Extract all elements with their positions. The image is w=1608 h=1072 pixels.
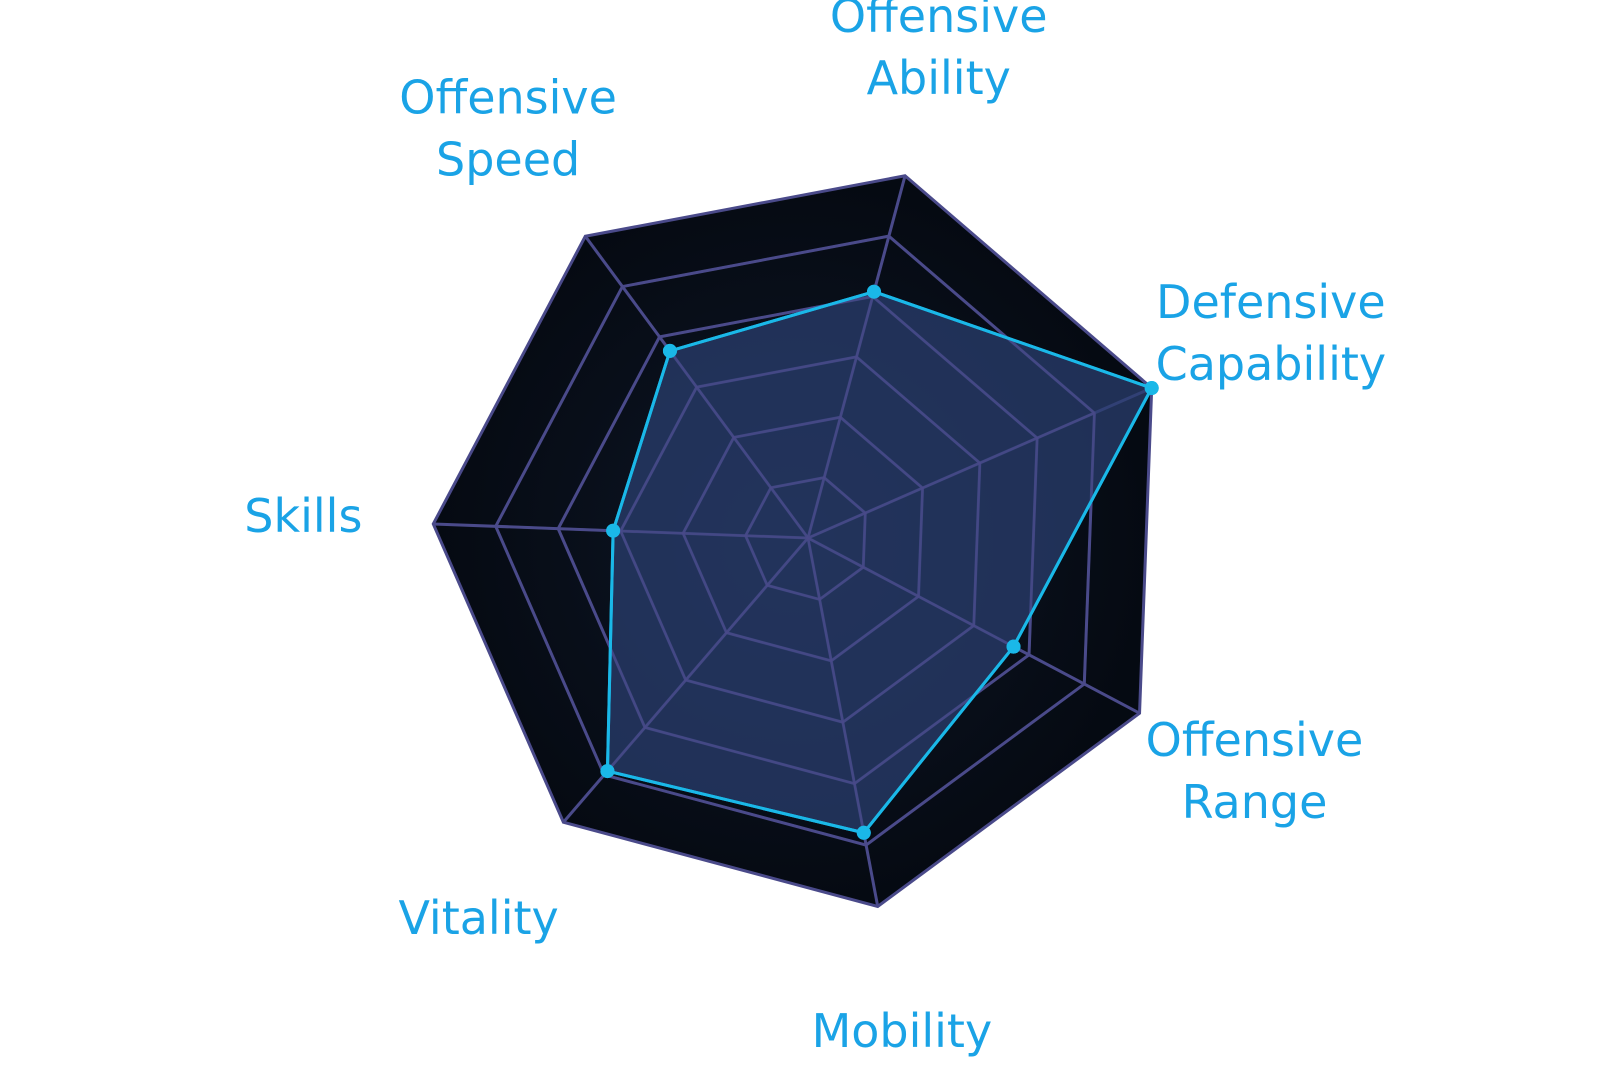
data-point-top-2 [1006,639,1021,654]
series-outline-0 [605,290,1154,835]
axis-label-1: Defensive Capability [1156,275,1387,391]
axis-label-2-line-1: Range [1182,774,1328,828]
axis-label-0-line-0: Offensive [830,0,1048,43]
axis-label-1-line-0: Defensive [1156,275,1386,329]
axis-spoke-overlay-2 [807,536,1085,686]
data-point-top-4 [600,764,615,779]
axis-label-1-line-1: Capability [1156,337,1387,391]
grid-ring-overlay-3 [619,355,982,724]
axis-spoke-overlay-5 [495,525,809,540]
axis-label-4-line-0: Vitality [398,890,558,944]
axis-spoke-overlay-1 [807,411,1095,540]
axis-label-5-line-0: Skills [244,489,362,543]
axis-label-3: Mobility [812,1004,993,1058]
axis-label-2-line-0: Offensive [1146,712,1364,766]
data-point-top-3 [856,825,871,840]
axis-spoke-overlay-3 [806,537,868,846]
axis-spoke-overlay-4 [603,537,809,776]
grid-ring-6 [431,174,1154,909]
data-point-top-6 [662,343,677,358]
axis-label-0-line-1: Ability [867,51,1011,105]
axis-label-0: Offensive Ability [830,0,1048,105]
axis-label-6-line-0: Offensive [399,70,617,124]
axis-label-6: Offensive Speed [399,70,617,186]
axis-label-6-line-1: Speed [436,132,580,186]
axis-label-2: Offensive Range [1146,712,1364,828]
data-point-top-1 [1144,381,1159,396]
data-point-top-0 [866,284,881,299]
grid-ring-overlay-4 [556,295,1039,786]
axis-spoke-overlay-6 [621,285,810,539]
axis-label-4: Vitality [398,890,558,944]
data-point-top-5 [606,523,621,538]
axis-label-5: Skills [244,489,362,543]
grid-ring-overlay-1 [744,476,867,601]
axis-label-3-line-0: Mobility [812,1004,993,1058]
grid-ring-overlay-2 [681,415,924,663]
grid-ring-overlay-5 [494,234,1096,847]
